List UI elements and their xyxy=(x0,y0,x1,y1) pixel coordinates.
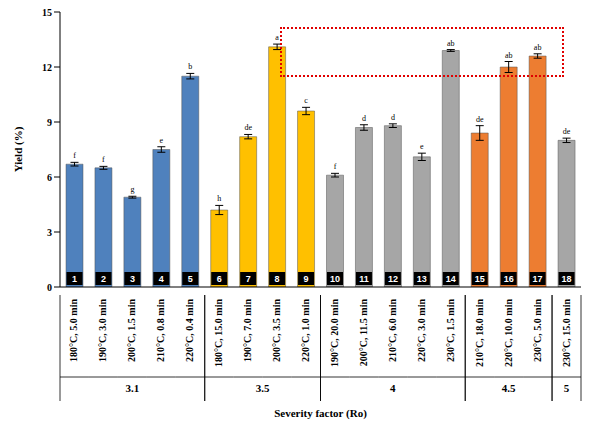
svg-text:Yield (%): Yield (%) xyxy=(12,126,25,172)
svg-text:h: h xyxy=(217,194,221,203)
svg-text:de: de xyxy=(244,123,252,132)
svg-text:2: 2 xyxy=(101,274,106,284)
svg-text:190°C, 20.0 min: 190°C, 20.0 min xyxy=(329,299,340,367)
svg-text:15: 15 xyxy=(42,7,52,18)
svg-text:13: 13 xyxy=(417,274,427,284)
svg-text:Severity factor (Ro): Severity factor (Ro) xyxy=(274,407,367,420)
svg-text:220°C, 1.0 min: 220°C, 1.0 min xyxy=(300,299,311,362)
svg-text:3: 3 xyxy=(130,274,135,284)
svg-text:f: f xyxy=(334,162,337,171)
svg-text:3: 3 xyxy=(47,227,52,238)
svg-text:5: 5 xyxy=(188,274,193,284)
svg-text:3.5: 3.5 xyxy=(256,382,270,394)
svg-text:230°C, 5.0 min: 230°C, 5.0 min xyxy=(532,299,543,362)
svg-text:e: e xyxy=(420,142,424,151)
svg-text:220°C, 10.0 min: 220°C, 10.0 min xyxy=(503,299,514,367)
svg-text:11: 11 xyxy=(359,274,369,284)
svg-text:ab: ab xyxy=(447,39,455,48)
svg-text:9: 9 xyxy=(304,274,309,284)
svg-text:10: 10 xyxy=(330,274,340,284)
svg-text:200°C, 11.5 min: 200°C, 11.5 min xyxy=(358,299,369,367)
svg-text:ab: ab xyxy=(534,43,542,52)
svg-text:220°C, 3.0 min: 220°C, 3.0 min xyxy=(416,299,427,362)
svg-text:3.1: 3.1 xyxy=(125,382,139,394)
svg-text:de: de xyxy=(563,127,571,136)
svg-text:190°C, 3.0 min: 190°C, 3.0 min xyxy=(97,299,108,362)
svg-text:d: d xyxy=(362,114,366,123)
svg-text:g: g xyxy=(130,185,134,194)
svg-text:f: f xyxy=(73,151,76,160)
svg-text:230°C, 1.5 min: 230°C, 1.5 min xyxy=(445,299,456,362)
svg-text:6: 6 xyxy=(217,274,222,284)
svg-text:17: 17 xyxy=(533,274,543,284)
svg-text:200°C, 1.5 min: 200°C, 1.5 min xyxy=(126,299,137,362)
svg-text:200°C, 3.5 min: 200°C, 3.5 min xyxy=(271,299,282,362)
svg-text:f: f xyxy=(102,155,105,164)
svg-text:220°C, 0.4 min: 220°C, 0.4 min xyxy=(184,299,195,362)
svg-text:16: 16 xyxy=(504,274,514,284)
svg-text:6: 6 xyxy=(47,172,52,183)
svg-text:de: de xyxy=(476,115,484,124)
svg-text:9: 9 xyxy=(47,117,52,128)
svg-text:7: 7 xyxy=(246,274,251,284)
svg-text:12: 12 xyxy=(388,274,398,284)
svg-text:210°C, 0.8 min: 210°C, 0.8 min xyxy=(155,299,166,362)
svg-text:d: d xyxy=(391,113,395,122)
svg-text:ab: ab xyxy=(505,51,513,60)
svg-text:4: 4 xyxy=(159,274,164,284)
svg-text:8: 8 xyxy=(275,274,280,284)
svg-text:4.5: 4.5 xyxy=(502,382,516,394)
svg-text:c: c xyxy=(304,96,308,105)
svg-text:210°C, 18.0 min: 210°C, 18.0 min xyxy=(474,299,485,367)
svg-text:180°C, 5.0 min: 180°C, 5.0 min xyxy=(68,299,79,362)
svg-text:12: 12 xyxy=(42,62,52,73)
svg-text:1: 1 xyxy=(72,274,77,284)
svg-text:230°C, 15.0 min: 230°C, 15.0 min xyxy=(561,299,572,367)
svg-text:a: a xyxy=(275,33,279,42)
svg-text:210°C, 6.0 min: 210°C, 6.0 min xyxy=(387,299,398,362)
svg-text:190°C, 7.0 min: 190°C, 7.0 min xyxy=(242,299,253,362)
svg-text:4: 4 xyxy=(390,382,396,394)
svg-text:14: 14 xyxy=(446,274,456,284)
svg-text:5: 5 xyxy=(564,382,570,394)
svg-text:0: 0 xyxy=(47,282,52,293)
svg-text:180°C, 15.0 min: 180°C, 15.0 min xyxy=(213,299,224,367)
svg-text:15: 15 xyxy=(475,274,485,284)
svg-text:e: e xyxy=(160,136,164,145)
svg-text:b: b xyxy=(188,62,192,71)
svg-text:18: 18 xyxy=(562,274,572,284)
